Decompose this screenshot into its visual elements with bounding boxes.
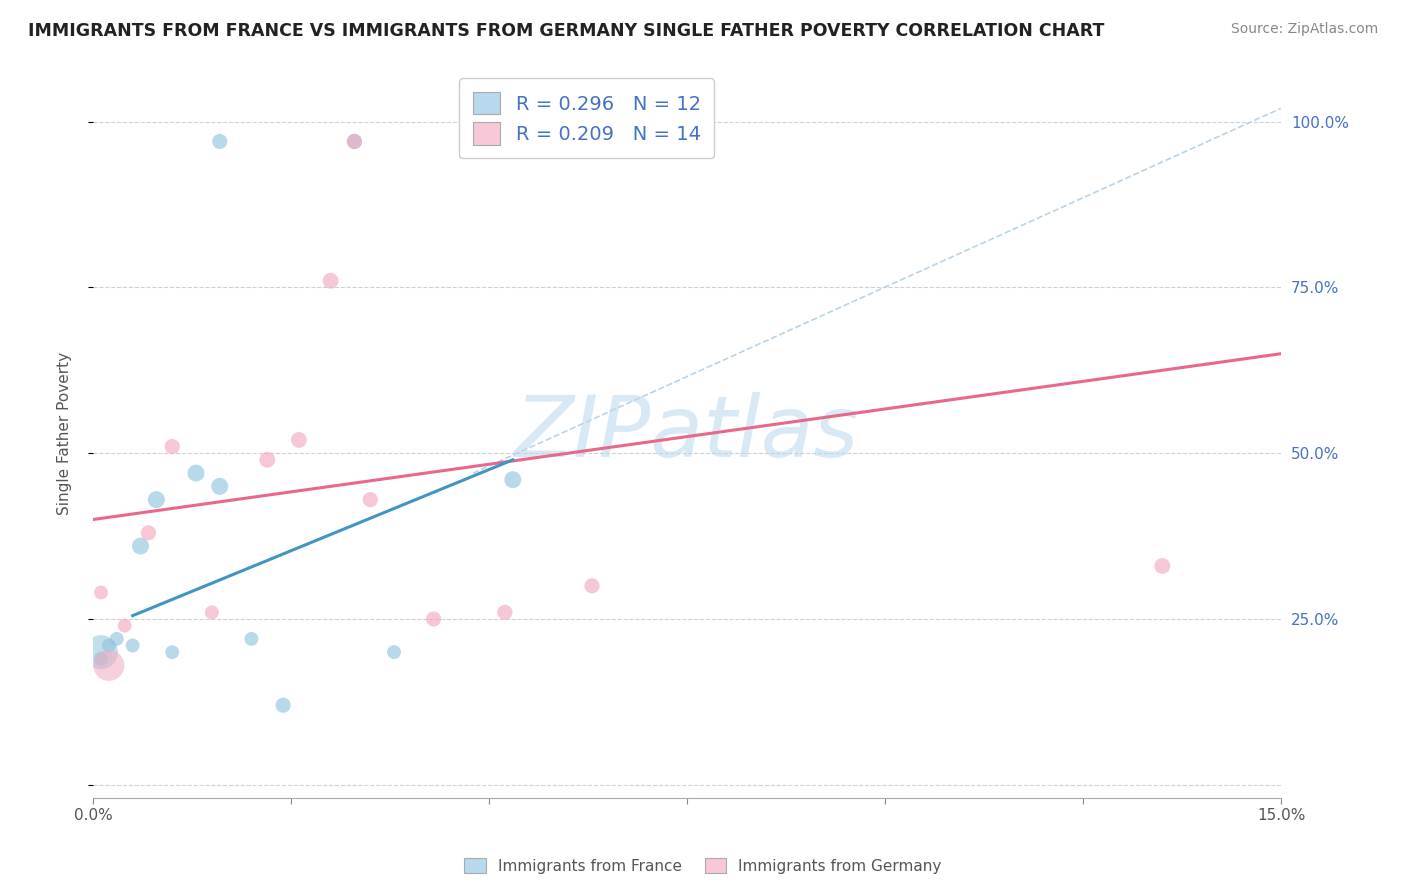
Point bbox=[105, 632, 128, 646]
Point bbox=[90, 645, 112, 659]
Point bbox=[90, 652, 112, 666]
Legend: R = 0.296   N = 12, R = 0.209   N = 14: R = 0.296 N = 12, R = 0.209 N = 14 bbox=[460, 78, 714, 158]
Point bbox=[208, 135, 231, 149]
Point bbox=[319, 274, 342, 288]
Point bbox=[114, 618, 136, 632]
Point bbox=[502, 473, 524, 487]
Point bbox=[208, 479, 231, 493]
Point bbox=[121, 639, 143, 653]
Point bbox=[343, 135, 366, 149]
Point bbox=[271, 698, 294, 713]
Point bbox=[138, 525, 160, 540]
Text: Source: ZipAtlas.com: Source: ZipAtlas.com bbox=[1230, 22, 1378, 37]
Point bbox=[160, 645, 183, 659]
Point bbox=[90, 585, 112, 599]
Y-axis label: Single Father Poverty: Single Father Poverty bbox=[58, 351, 72, 515]
Point bbox=[422, 612, 444, 626]
Point bbox=[129, 539, 152, 553]
Legend: Immigrants from France, Immigrants from Germany: Immigrants from France, Immigrants from … bbox=[458, 852, 948, 880]
Point bbox=[201, 606, 224, 620]
Point bbox=[359, 492, 381, 507]
Point bbox=[1152, 558, 1174, 573]
Point bbox=[494, 606, 516, 620]
Text: IMMIGRANTS FROM FRANCE VS IMMIGRANTS FROM GERMANY SINGLE FATHER POVERTY CORRELAT: IMMIGRANTS FROM FRANCE VS IMMIGRANTS FRO… bbox=[28, 22, 1105, 40]
Point bbox=[97, 639, 120, 653]
Point bbox=[288, 433, 311, 447]
Point bbox=[240, 632, 263, 646]
Point bbox=[184, 466, 207, 480]
Text: ZIPatlas: ZIPatlas bbox=[515, 392, 859, 475]
Point bbox=[256, 452, 278, 467]
Point bbox=[160, 440, 183, 454]
Point bbox=[145, 492, 167, 507]
Point bbox=[97, 658, 120, 673]
Point bbox=[581, 579, 603, 593]
Point bbox=[382, 645, 405, 659]
Point bbox=[343, 135, 366, 149]
